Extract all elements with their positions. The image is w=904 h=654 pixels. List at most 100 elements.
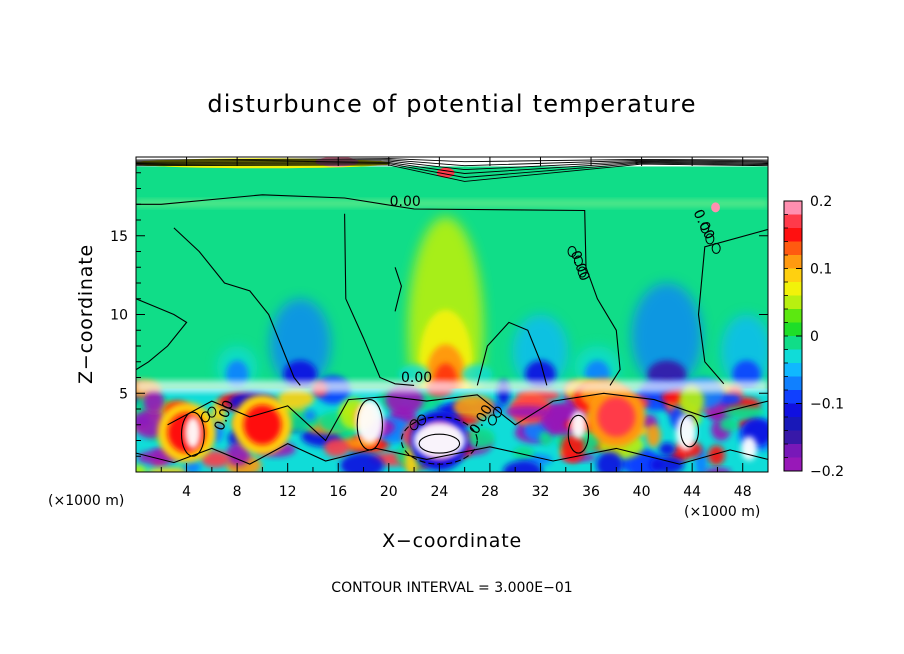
x-tick-label: 32 bbox=[532, 484, 550, 500]
bl-eddy bbox=[513, 446, 535, 460]
x-unit-label-right: (×1000 m) bbox=[684, 504, 760, 520]
small-contour-ring bbox=[493, 406, 503, 418]
small-contour-ring bbox=[567, 246, 577, 257]
eddy-contour bbox=[680, 414, 700, 448]
eddy-contour bbox=[418, 433, 461, 454]
y-tick-label: 10 bbox=[110, 308, 128, 324]
colorbar-swatch bbox=[784, 214, 802, 229]
colorbar-swatch bbox=[784, 228, 802, 242]
x-unit-label-left: (×1000 m) bbox=[48, 493, 124, 509]
colorbar-swatch bbox=[784, 241, 802, 256]
temperature-field bbox=[136, 157, 768, 472]
colorbar-tick-label: 0.2 bbox=[810, 194, 832, 210]
colorbar-swatch bbox=[784, 336, 802, 350]
plume-flank bbox=[398, 364, 430, 385]
bl-extreme-pocket bbox=[570, 410, 587, 439]
contour-label: 0.00 bbox=[390, 194, 421, 210]
bl-eddy bbox=[704, 467, 732, 472]
bl-eddy bbox=[136, 464, 147, 472]
bl-eddy bbox=[147, 467, 191, 472]
bl-eddy bbox=[340, 452, 384, 472]
bl-eddy bbox=[719, 417, 739, 432]
colorbar-swatch bbox=[784, 322, 802, 337]
bl-eddy bbox=[468, 427, 495, 449]
contour-line bbox=[394, 267, 402, 312]
x-tick-label: 44 bbox=[683, 484, 701, 500]
bl-cell-core bbox=[597, 396, 636, 437]
colorbar-tick-label: −0.2 bbox=[810, 464, 844, 480]
x-tick-label: 28 bbox=[481, 484, 499, 500]
x-tick-label: 24 bbox=[430, 484, 448, 500]
colorbar-swatch bbox=[784, 255, 802, 269]
bl-eddy bbox=[679, 385, 704, 417]
colorbar-swatch bbox=[784, 417, 802, 431]
colorbar-swatch bbox=[784, 363, 802, 377]
plume-flank bbox=[462, 364, 493, 385]
bl-eddy bbox=[453, 394, 495, 420]
bl-eddy bbox=[723, 406, 765, 419]
colorbar-tick-label: 0.1 bbox=[810, 262, 832, 278]
stratosphere-band bbox=[136, 199, 768, 208]
x-tick-label: 20 bbox=[380, 484, 398, 500]
colorbar: 0.2 0.1 0 −0.1 −0.2 bbox=[783, 194, 844, 480]
bl-extreme-pocket bbox=[184, 416, 201, 449]
small-contour-ring bbox=[487, 414, 497, 426]
eddy-contour bbox=[180, 411, 205, 457]
contour-interval-note: CONTOUR INTERVAL = 3.000E−01 bbox=[331, 580, 572, 596]
x-axis-label: X−coordinate bbox=[382, 530, 522, 552]
contour-lines bbox=[136, 158, 768, 465]
contour-line bbox=[344, 213, 415, 386]
colorbar-tick-label: −0.1 bbox=[810, 397, 844, 413]
bl-eddy bbox=[538, 430, 553, 446]
bl-cell-core bbox=[243, 404, 282, 445]
bl-eddy bbox=[504, 405, 549, 418]
contour-line bbox=[697, 228, 768, 385]
x-tick-label: 16 bbox=[329, 484, 347, 500]
small-contour-ring bbox=[711, 242, 721, 254]
colorbar-swatch bbox=[784, 282, 802, 296]
colorbar-swatch bbox=[784, 444, 802, 458]
small-contour-ring bbox=[573, 255, 583, 267]
colorbar-swatch bbox=[784, 390, 802, 404]
bl-eddy bbox=[503, 460, 543, 472]
bl-eddy bbox=[646, 424, 661, 448]
y-tick-label: 15 bbox=[110, 229, 128, 245]
bl-eddy bbox=[226, 442, 251, 467]
upper-blob bbox=[711, 202, 720, 213]
colorbar-swatch bbox=[784, 201, 802, 215]
x-tick-label: 8 bbox=[233, 484, 242, 500]
bl-extreme-pocket bbox=[675, 414, 696, 451]
small-contour-ring bbox=[409, 419, 419, 431]
contour-line bbox=[136, 194, 621, 386]
x-tick-label: 12 bbox=[279, 484, 297, 500]
contour-line bbox=[136, 442, 768, 465]
small-contour-ring bbox=[577, 266, 587, 278]
bl-eddy bbox=[596, 451, 623, 472]
contour-line bbox=[136, 298, 188, 371]
bl-eddy bbox=[303, 410, 316, 422]
colorbar-swatch bbox=[784, 403, 802, 418]
bl-eddy bbox=[184, 460, 201, 472]
bl-extreme-pocket bbox=[741, 436, 758, 461]
top-contour-line bbox=[136, 160, 768, 171]
contour-label: 0.00 bbox=[401, 370, 432, 386]
eddy-contour bbox=[356, 398, 384, 451]
bl-eddy bbox=[277, 388, 315, 409]
small-contour-ring bbox=[705, 233, 715, 245]
colorbar-swatch bbox=[784, 457, 802, 472]
top-contour-line bbox=[136, 161, 768, 174]
top-sponge-strip bbox=[136, 157, 768, 167]
y-axis-label: Z−coordinate bbox=[75, 244, 97, 384]
contour-line bbox=[167, 392, 768, 442]
y-tick-label: 5 bbox=[119, 386, 128, 402]
chart-title: disturbunce of potential temperature bbox=[207, 90, 696, 118]
top-contour-line bbox=[136, 158, 768, 163]
bl-top-shear bbox=[136, 380, 768, 393]
contour-line bbox=[173, 227, 301, 386]
bl-eddy bbox=[200, 450, 230, 468]
colorbar-swatch bbox=[784, 295, 802, 310]
x-tick-label: 36 bbox=[582, 484, 600, 500]
colorbar-swatch bbox=[784, 376, 802, 391]
contour-line bbox=[476, 321, 548, 386]
